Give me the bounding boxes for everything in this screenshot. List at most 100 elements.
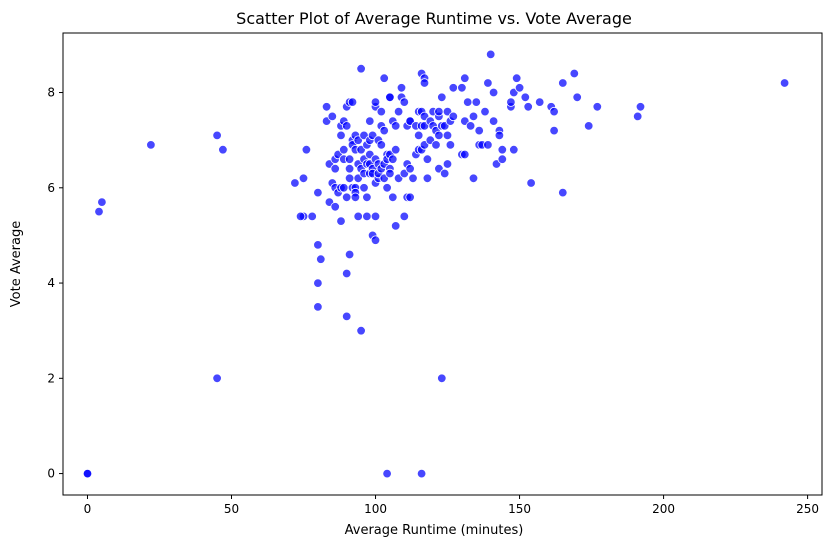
scatter-point bbox=[376, 106, 387, 117]
scatter-point bbox=[356, 326, 366, 336]
y-tick-label: 4 bbox=[47, 276, 55, 290]
scatter-point bbox=[434, 106, 444, 117]
scatter-point bbox=[393, 106, 404, 117]
scatter-point bbox=[353, 211, 363, 222]
scatter-point bbox=[342, 121, 352, 131]
scatter-point bbox=[465, 121, 476, 131]
x-tick-label: 200 bbox=[652, 502, 675, 516]
scatter-point bbox=[146, 140, 156, 150]
scatter-point bbox=[514, 83, 525, 93]
scatter-point bbox=[463, 97, 473, 107]
scatter-point bbox=[497, 144, 508, 155]
scatter-point bbox=[494, 130, 505, 141]
scatter-point bbox=[416, 468, 427, 479]
scatter-point bbox=[327, 111, 338, 122]
scatter-point bbox=[344, 249, 355, 260]
scatter-point bbox=[313, 187, 323, 198]
scatter-point bbox=[405, 192, 415, 203]
scatter-point bbox=[442, 130, 453, 141]
scatter-point bbox=[362, 192, 372, 203]
scatter-point bbox=[382, 468, 392, 479]
scatter-point bbox=[370, 211, 381, 222]
scatter-point bbox=[339, 144, 349, 155]
scatter-point bbox=[344, 173, 355, 184]
scatter-point bbox=[342, 311, 352, 322]
scatter-point bbox=[422, 173, 433, 184]
scatter-point bbox=[509, 144, 519, 155]
scatter-point bbox=[535, 97, 545, 107]
scatter-point bbox=[408, 173, 418, 184]
scatter-point bbox=[344, 163, 355, 174]
data-points bbox=[82, 49, 790, 479]
scatter-point bbox=[633, 111, 643, 122]
scatter-point bbox=[218, 144, 228, 155]
y-tick-label: 6 bbox=[47, 181, 55, 195]
scatter-point bbox=[212, 373, 222, 384]
scatter-point bbox=[405, 163, 415, 174]
scatter-point bbox=[336, 216, 346, 226]
scatter-point bbox=[342, 192, 352, 203]
scatter-point bbox=[437, 373, 447, 384]
scatter-point bbox=[488, 116, 499, 126]
scatter-point bbox=[440, 168, 450, 179]
scatter-point bbox=[434, 130, 444, 141]
scatter-point bbox=[388, 192, 398, 203]
x-tick-label: 100 bbox=[364, 502, 387, 516]
y-axis: 0 2 4 6 8 bbox=[47, 86, 63, 481]
scatter-point bbox=[486, 49, 496, 60]
scatter-point bbox=[316, 254, 326, 264]
x-tick-label: 250 bbox=[796, 502, 819, 516]
scatter-point bbox=[298, 173, 309, 184]
scatter-point bbox=[82, 468, 93, 479]
scatter-point bbox=[457, 83, 467, 93]
scatter-point bbox=[448, 83, 459, 93]
scatter-point bbox=[313, 240, 323, 250]
y-tick-label: 2 bbox=[47, 371, 55, 385]
scatter-point bbox=[356, 63, 366, 74]
scatter-point bbox=[379, 125, 389, 136]
scatter-point bbox=[370, 97, 381, 107]
scatter-point bbox=[448, 111, 459, 122]
scatter-point bbox=[497, 154, 508, 164]
scatter-point bbox=[365, 116, 375, 126]
scatter-point bbox=[391, 121, 401, 131]
scatter-point bbox=[385, 92, 395, 103]
scatter-point bbox=[422, 154, 433, 164]
scatter-point bbox=[295, 211, 306, 222]
scatter-point bbox=[391, 221, 401, 231]
scatter-point bbox=[520, 92, 531, 103]
scatter-point bbox=[468, 111, 479, 122]
x-axis: 0 50 100 150 200 250 bbox=[84, 495, 819, 516]
scatter-point bbox=[388, 154, 398, 164]
scatter-point bbox=[474, 125, 484, 136]
scatter-point bbox=[445, 140, 456, 150]
scatter-point bbox=[376, 140, 387, 150]
scatter-point bbox=[301, 144, 312, 155]
scatter-point bbox=[431, 140, 441, 150]
x-tick-label: 0 bbox=[84, 502, 92, 516]
scatter-point bbox=[523, 102, 533, 112]
scatter-point bbox=[391, 144, 401, 155]
scatter-point bbox=[558, 187, 568, 198]
scatter-point bbox=[414, 130, 424, 141]
scatter-point bbox=[471, 97, 482, 107]
scatter-point bbox=[460, 149, 470, 160]
scatter-point bbox=[480, 106, 490, 117]
scatter-point bbox=[94, 206, 104, 217]
scatter-point bbox=[350, 192, 361, 203]
scatter-point bbox=[460, 73, 470, 83]
scatter-point bbox=[313, 278, 323, 288]
chart-title: Scatter Plot of Average Runtime vs. Vote… bbox=[236, 9, 632, 28]
scatter-point bbox=[569, 68, 580, 79]
x-tick-label: 50 bbox=[224, 502, 239, 516]
scatter-point bbox=[362, 211, 372, 222]
scatter-point bbox=[339, 183, 349, 193]
scatter-point bbox=[483, 140, 493, 150]
scatter-point bbox=[468, 173, 479, 184]
scatter-point bbox=[290, 178, 300, 188]
scatter-point bbox=[330, 163, 340, 174]
scatter-point bbox=[549, 125, 559, 136]
scatter-point bbox=[419, 78, 430, 88]
